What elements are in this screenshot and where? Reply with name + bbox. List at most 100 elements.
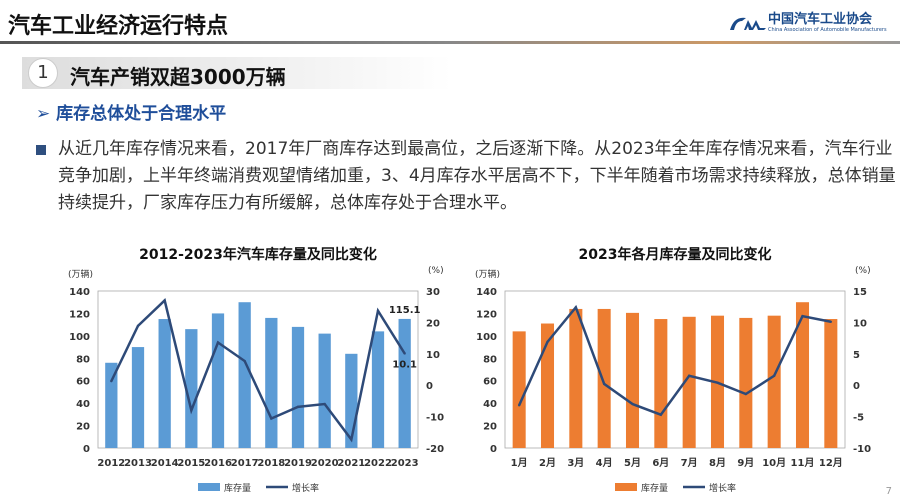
data-label-line: 10.1	[392, 359, 417, 370]
line-point-4月	[602, 382, 606, 386]
y-right-tick: 20	[426, 318, 440, 329]
x-tick: 2015	[177, 458, 205, 469]
y-left-tick: 60	[76, 377, 90, 388]
y-right-tick: -5	[853, 413, 864, 424]
x-tick: 11月	[791, 457, 815, 469]
bar-2019	[291, 326, 305, 448]
bar-2012	[105, 362, 118, 448]
line-point-9月	[744, 392, 748, 396]
logo-text: 中国汽车工业协会	[768, 12, 873, 27]
y-left-tick: 40	[76, 399, 90, 410]
line-point-2012	[110, 379, 113, 383]
logo: 中国汽车工业协会 China Association of Automobile …	[728, 12, 887, 34]
chart-annual-inventory: 2012-2023年汽车库存量及同比变化(万辆) (%)0204060801001…	[68, 246, 444, 494]
line-point-11月	[801, 314, 804, 318]
line-point-2021	[350, 438, 353, 441]
header-divider	[0, 41, 900, 44]
bar-11月	[795, 302, 810, 448]
cam-logo-icon	[730, 17, 766, 30]
x-tick: 4月	[596, 457, 613, 469]
y-right-tick: 10	[853, 318, 867, 329]
section-number: 1	[28, 58, 58, 88]
y-left-tick: 20	[483, 422, 497, 433]
bar-3月	[569, 308, 583, 448]
plot-frame	[97, 290, 419, 449]
y-right-tick: -20	[426, 444, 444, 455]
line-point-5月	[631, 402, 634, 406]
bar-2月	[540, 323, 555, 448]
y-left-tick: 40	[483, 399, 497, 410]
x-tick: 2013	[124, 458, 152, 469]
chart-title: 2012-2023年汽车库存量及同比变化	[139, 246, 377, 263]
line-point-1月	[517, 404, 521, 407]
growth-rate-line	[110, 298, 406, 443]
x-tick: 12月	[819, 457, 843, 469]
line-point-6月	[659, 413, 663, 416]
y-left-tick: 20	[76, 422, 90, 433]
line-point-2014	[163, 299, 166, 302]
line-point-2017	[243, 359, 246, 363]
bar-5月	[625, 312, 640, 448]
chart-monthly-inventory: 2023年各月库存量及同比变化(万辆) (%)020406080100120140…	[475, 246, 871, 494]
y-left-tick: 120	[476, 309, 497, 320]
x-tick: 9月	[737, 457, 754, 469]
subheading: ➢ 库存总体处于合理水平	[36, 104, 227, 124]
bar-2014	[158, 319, 171, 448]
x-tick: 2月	[539, 457, 556, 469]
x-tick: 7月	[681, 457, 698, 469]
section-title: 汽车产销双超3000万辆	[70, 65, 286, 89]
y-left-tick: 140	[476, 287, 497, 298]
bar-6月	[654, 319, 668, 448]
bar-2015	[185, 329, 198, 448]
y-left-unit: (万辆)	[475, 268, 500, 280]
y-right-tick: 15	[853, 287, 867, 298]
bar-2018	[265, 317, 278, 448]
line-point-2016	[216, 341, 220, 344]
y-right-unit: (%)	[428, 266, 444, 276]
y-left-tick: 100	[476, 332, 497, 343]
bar-9月	[739, 317, 753, 448]
x-tick: 10月	[762, 457, 786, 469]
bar-7月	[682, 316, 696, 448]
y-right-unit: (%)	[855, 266, 871, 276]
x-tick: 2017	[231, 458, 259, 469]
line-point-2022	[376, 309, 380, 312]
y-left-tick: 0	[83, 444, 90, 455]
x-tick: 6月	[652, 457, 669, 469]
line-point-2013	[136, 324, 140, 328]
paragraph-text: 从近几年库存情况来看，2017年厂商库存达到最高位，之后逐渐下降。从2023年全…	[58, 139, 896, 213]
y-right-tick: 0	[853, 381, 860, 392]
y-right-tick: -10	[853, 444, 871, 455]
y-left-unit: (万辆)	[68, 268, 93, 280]
x-tick: 2021	[337, 458, 365, 469]
bar-2022	[371, 331, 385, 448]
x-tick: 2019	[284, 458, 312, 469]
legend-bar-swatch	[198, 483, 220, 491]
y-left-tick: 80	[483, 354, 497, 365]
bar-1月	[512, 331, 526, 448]
y-right-tick: 5	[853, 350, 860, 361]
y-left-tick: 140	[69, 287, 90, 298]
bar-10月	[767, 315, 781, 448]
x-tick: 2023	[391, 458, 419, 469]
x-tick: 2022	[364, 458, 392, 469]
y-left-tick: 120	[69, 309, 90, 320]
page-title: 汽车工业经济运行特点	[8, 14, 229, 39]
line-point-2023	[403, 352, 406, 355]
line-point-3月	[574, 306, 578, 309]
y-right-tick: 30	[426, 287, 440, 298]
x-tick: 2012	[97, 458, 125, 469]
bar-2020	[318, 333, 331, 448]
x-tick: 2016	[204, 458, 232, 469]
y-right-tick: -10	[426, 413, 444, 424]
logo-subtext: China Association of Automobile Manufact…	[768, 27, 887, 33]
line-point-12月	[829, 320, 833, 323]
line-point-2月	[546, 340, 549, 344]
y-left-tick: 0	[490, 444, 497, 455]
legend-line-label: 增长率	[292, 482, 319, 494]
y-right-tick: 0	[426, 381, 433, 392]
bar-2017	[238, 302, 251, 448]
x-tick: 5月	[624, 457, 641, 469]
y-left-tick: 60	[483, 377, 497, 388]
chart-title: 2023年各月库存量及同比变化	[579, 246, 772, 263]
